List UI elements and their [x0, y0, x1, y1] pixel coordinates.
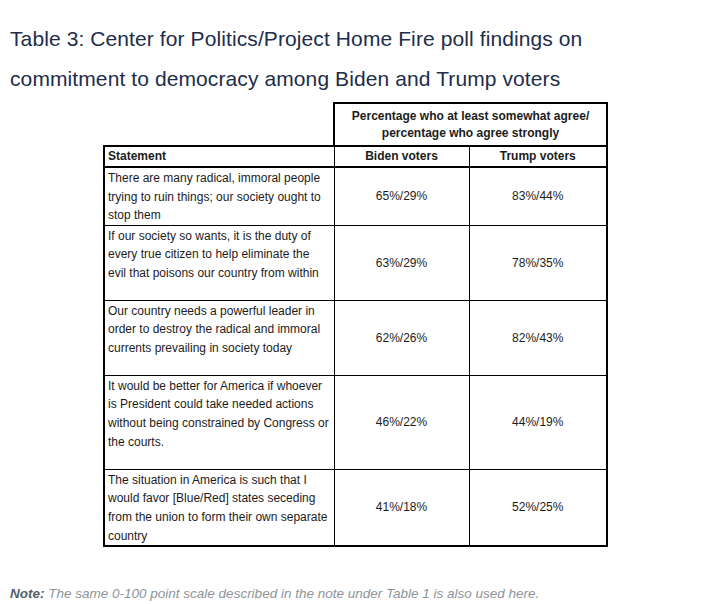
table-row: There are many radical, immoral people t…	[104, 167, 607, 225]
poll-table: Percentage who at least somewhat agree/ …	[103, 102, 608, 547]
footnote-text: The same 0-100 point scale described in …	[48, 586, 539, 601]
biden-value-cell: 62%/26%	[334, 300, 469, 375]
column-header-row: Statement Biden voters Trump voters	[104, 146, 607, 167]
statement-cell: There are many radical, immoral people t…	[104, 167, 334, 225]
trump-value-cell: 44%/19%	[469, 375, 607, 469]
trump-value-cell: 52%/25%	[469, 469, 607, 546]
statement-cell: Our country needs a powerful leader in o…	[104, 300, 334, 375]
corner-empty-cell	[104, 103, 334, 146]
statement-cell: It would be better for America if whoeve…	[104, 375, 334, 469]
statement-cell: The situation in America is such that I …	[104, 469, 334, 546]
footnote: Note: The same 0-100 point scale describ…	[10, 585, 700, 603]
statement-cell: If our society so wants, it is the duty …	[104, 225, 334, 300]
biden-value-cell: 65%/29%	[334, 167, 469, 225]
page-title: Table 3: Center for Politics/Project Hom…	[10, 19, 702, 99]
biden-value-cell: 63%/29%	[334, 225, 469, 300]
column-header-trump: Trump voters	[469, 146, 607, 167]
span-header-row: Percentage who at least somewhat agree/ …	[104, 103, 607, 146]
table-row: It would be better for America if whoeve…	[104, 375, 607, 469]
table-row: Our country needs a powerful leader in o…	[104, 300, 607, 375]
biden-value-cell: 41%/18%	[334, 469, 469, 546]
footnote-label: Note:	[10, 586, 45, 601]
trump-value-cell: 78%/35%	[469, 225, 607, 300]
table-row: If our society so wants, it is the duty …	[104, 225, 607, 300]
trump-value-cell: 83%/44%	[469, 167, 607, 225]
poll-table-container: Percentage who at least somewhat agree/ …	[103, 102, 608, 547]
trump-value-cell: 82%/43%	[469, 300, 607, 375]
table-row: The situation in America is such that I …	[104, 469, 607, 546]
biden-value-cell: 46%/22%	[334, 375, 469, 469]
column-header-biden: Biden voters	[334, 146, 469, 167]
column-header-statement: Statement	[104, 146, 334, 167]
span-header-cell: Percentage who at least somewhat agree/ …	[334, 103, 607, 146]
